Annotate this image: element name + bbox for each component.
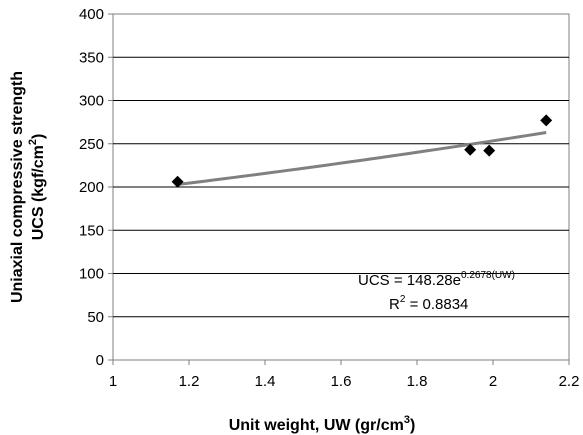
x-tick-label-3: 1.6 xyxy=(331,373,352,390)
x-tick-label-6: 2.2 xyxy=(559,373,580,390)
r-squared-main: R xyxy=(389,296,400,313)
y-tick-label-4: 200 xyxy=(79,179,104,196)
x-axis-title-end: ) xyxy=(410,417,415,434)
y-axis-title-line2-end: ) xyxy=(30,134,47,139)
data-point-0 xyxy=(171,175,184,188)
r-squared-value: = 0.8834 xyxy=(405,296,468,313)
x-tick-label-4: 1.8 xyxy=(407,373,428,390)
y-axis-title-superscript: 2 xyxy=(27,139,39,145)
exponential-trendline xyxy=(177,131,547,187)
x-tick-label-2: 1.4 xyxy=(255,373,276,390)
trendline-equation: UCS = 148.28e0.2678(UW) xyxy=(358,270,515,289)
y-axis-tick-labels: 0 50 100 150 200 250 300 350 400 xyxy=(79,6,113,369)
y-tick-label-5: 250 xyxy=(79,136,104,153)
y-tick-label-2: 100 xyxy=(79,266,104,283)
x-axis-title: Unit weight, UW (gr/cm3) xyxy=(229,414,416,434)
x-tick-label-1: 1.2 xyxy=(179,373,200,390)
r-squared-label: R2 = 0.8834 xyxy=(389,294,468,313)
y-tick-label-3: 150 xyxy=(79,222,104,239)
gridlines xyxy=(113,56,569,318)
data-point-3 xyxy=(540,114,553,127)
data-point-1 xyxy=(464,143,477,156)
x-axis-title-superscript: 3 xyxy=(404,414,410,426)
y-tick-label-6: 300 xyxy=(79,93,104,110)
equation-main: UCS = 148.28e xyxy=(358,272,461,289)
y-axis-title-line2-main: UCS (kgf/cm xyxy=(30,145,47,240)
y-tick-label-8: 400 xyxy=(79,6,104,23)
data-point-2 xyxy=(483,144,496,157)
x-tick-label-5: 2 xyxy=(489,373,497,390)
trendline-group xyxy=(177,131,547,187)
y-axis-title-line1: Uniaxial compressive strength xyxy=(9,71,26,303)
x-axis-title-main: Unit weight, UW (gr/cm xyxy=(229,417,404,434)
data-points xyxy=(171,114,553,188)
equation-exponent: 0.2678(UW) xyxy=(461,270,515,281)
y-tick-label-0: 0 xyxy=(96,352,104,369)
x-tick-label-0: 1 xyxy=(109,373,117,390)
x-axis-tick-labels: 1 1.2 1.4 1.6 1.8 2 2.2 xyxy=(109,360,580,390)
y-axis-title-line2: UCS (kgf/cm2) xyxy=(27,134,47,241)
r-squared-superscript: 2 xyxy=(400,294,406,305)
y-tick-label-7: 350 xyxy=(79,49,104,66)
y-tick-label-1: 50 xyxy=(87,309,104,326)
